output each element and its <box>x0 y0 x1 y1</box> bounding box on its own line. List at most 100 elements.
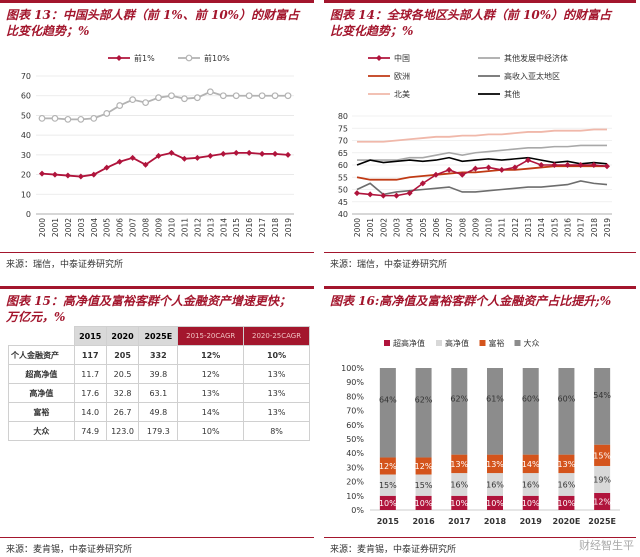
data-label: 10% <box>486 499 504 508</box>
table-header-row: 2015 2020 2025E 2015-20CAGR 2020-25CAGR <box>8 326 310 346</box>
x-tick-label: 2013 <box>524 218 533 237</box>
x-tick-label: 2004 <box>90 218 99 237</box>
table-cell: 179.3 <box>138 421 179 441</box>
table-cell: 20.5 <box>105 364 140 384</box>
panel-chart-16: 图表 16:高净值及富裕客群个人金融资产占比提升;% 0% 10% 20% 30% 40… <box>324 286 640 557</box>
data-point <box>77 173 84 180</box>
data-point <box>354 190 360 197</box>
data-point <box>64 115 72 123</box>
data-point <box>181 95 188 103</box>
data-label: 62% <box>450 394 468 403</box>
chart-16-source: 来源：麦肯锡，中泰证券研究所 <box>330 545 457 555</box>
legend-swatch <box>436 340 442 346</box>
y-tick-label: 80% <box>346 392 364 401</box>
watermark-text: 财经智生平 <box>579 539 634 552</box>
x-tick-label: 2018 <box>271 218 280 237</box>
y-tick-label: 65 <box>338 149 348 158</box>
legend-marker <box>185 54 193 62</box>
data-point <box>538 162 545 168</box>
data-point <box>77 115 85 123</box>
x-tick-label: 2008 <box>458 218 467 237</box>
bar-segment <box>451 368 468 455</box>
y-tick-label: 55 <box>338 173 348 182</box>
x-tick-label: 2004 <box>406 218 415 237</box>
data-point <box>155 152 162 159</box>
data-label: 13% <box>450 460 468 469</box>
x-tick-label: 2009 <box>155 218 164 237</box>
data-point <box>116 102 124 109</box>
table-cell: 205 <box>105 345 140 365</box>
chart-16-plot: 0% 10% 20% 30% 40% 50% 60% 70% 80% 90% 100% 10% 15% 1… <box>341 338 620 526</box>
data-point <box>51 114 59 122</box>
table-cell: 10% <box>243 345 310 365</box>
x-tick-label: 2014 <box>219 218 228 237</box>
x-tick-label: 2017 <box>577 218 586 237</box>
chart-13-source: 来源：瑞信，中泰证券研究所 <box>6 260 124 270</box>
table-header-cell: 2015-20CAGR <box>177 326 245 346</box>
y-tick-label: 70 <box>338 137 348 146</box>
data-label: 13% <box>558 460 576 469</box>
legend-label: 高收入亚太地区 <box>504 71 560 81</box>
x-tick-label: 2002 <box>64 218 73 237</box>
table-header-cell: 2015 <box>73 326 107 346</box>
bar-segment <box>451 495 468 510</box>
series-line-top1 <box>41 151 289 178</box>
x-tick-label: 2016 <box>412 517 435 526</box>
data-label: 10% <box>558 499 576 508</box>
data-point <box>380 192 387 199</box>
data-point <box>168 149 175 156</box>
data-point <box>459 171 466 178</box>
legend-label: 前10% <box>204 53 230 63</box>
legend-marker <box>116 55 122 61</box>
bar-segment <box>594 465 611 493</box>
data-point <box>485 164 492 171</box>
table-cell: 14.0 <box>73 402 107 422</box>
bar-segment <box>487 473 503 496</box>
x-tick-label: 2013 <box>206 218 215 237</box>
table-row: 个人金融资产 117 205 332 12% 10% <box>8 345 310 365</box>
data-point <box>285 151 291 158</box>
y-tick-label: 60 <box>338 161 348 170</box>
data-point <box>220 150 227 157</box>
table-header-cell: 2020 <box>105 326 140 346</box>
x-tick-label: 2020E <box>553 517 581 526</box>
data-point <box>129 154 136 161</box>
table-cell: 39.8 <box>138 364 179 384</box>
bar-segment <box>522 473 539 496</box>
data-point <box>472 165 479 172</box>
data-label: 12% <box>593 497 611 506</box>
legend-swatch <box>514 340 521 346</box>
data-point <box>419 180 426 187</box>
x-tick-label: 2016 <box>564 218 573 237</box>
data-label: 15% <box>593 451 611 460</box>
y-tick-label: 30% <box>346 463 364 472</box>
data-label: 15% <box>415 481 433 490</box>
data-label: 15% <box>379 481 397 490</box>
legend-label: 富裕 <box>489 338 505 348</box>
x-tick-label: 2003 <box>77 218 86 237</box>
table-row: 超高净值 11.7 20.5 39.8 12% 13% <box>8 364 310 384</box>
x-tick-label: 2014 <box>537 218 546 237</box>
panel-top-rule <box>324 286 636 289</box>
asset-growth-table: 2015 2020 2025E 2015-20CAGR 2020-25CAGR … <box>8 326 310 441</box>
x-tick-label: 2017 <box>448 517 470 526</box>
table-row-label: 超高净值 <box>8 364 75 384</box>
y-tick-label: 50% <box>346 435 364 444</box>
table-cell: 63.1 <box>138 383 179 403</box>
panel-bottom-rule <box>0 252 314 253</box>
chart-14-title-line2: 比变化趋势；% <box>330 24 414 38</box>
data-point <box>284 92 292 100</box>
data-point <box>103 164 110 171</box>
data-label: 10% <box>415 499 433 508</box>
table-cell: 14% <box>177 402 245 422</box>
data-label: 10% <box>522 499 540 508</box>
x-tick-label: 2001 <box>366 218 375 237</box>
data-label: 10% <box>450 499 468 508</box>
series-line <box>357 128 607 143</box>
bar-segment <box>451 473 468 496</box>
table-cell: 332 <box>138 345 179 365</box>
legend-label: 前1% <box>134 53 155 63</box>
x-tick-label: 2009 <box>471 218 480 237</box>
table-15-title-line2: 万亿元，% <box>6 310 66 324</box>
data-label: 19% <box>593 475 611 484</box>
